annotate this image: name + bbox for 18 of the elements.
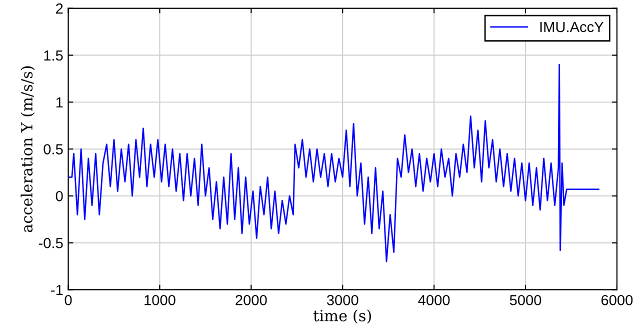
- x-tick-label: 6000: [601, 294, 633, 306]
- line-series: [68, 64, 600, 262]
- x-tick-label: 0: [64, 294, 72, 306]
- y-tick-label: 0: [56, 191, 63, 202]
- y-tick-label: -0.5: [38, 238, 63, 248]
- x-axis-title: time (s): [313, 310, 371, 324]
- y-tick-label: 1.5: [44, 50, 63, 61]
- y-tick-label: 2: [56, 3, 63, 14]
- x-tick-label: 4000: [418, 294, 450, 306]
- y-tick-label: -1: [51, 284, 63, 295]
- x-tick-label: 5000: [510, 294, 542, 306]
- legend-label: IMU.AccY: [540, 22, 604, 32]
- y-tick-label: 0.5: [44, 144, 63, 154]
- x-tick-label: 1000: [144, 294, 176, 306]
- y-tick-label: 1: [56, 97, 63, 108]
- y-axis-title: acceleration Y (m/s/s): [20, 66, 35, 232]
- x-tick-label: 3000: [326, 294, 358, 306]
- x-tick-label: 2000: [236, 294, 267, 306]
